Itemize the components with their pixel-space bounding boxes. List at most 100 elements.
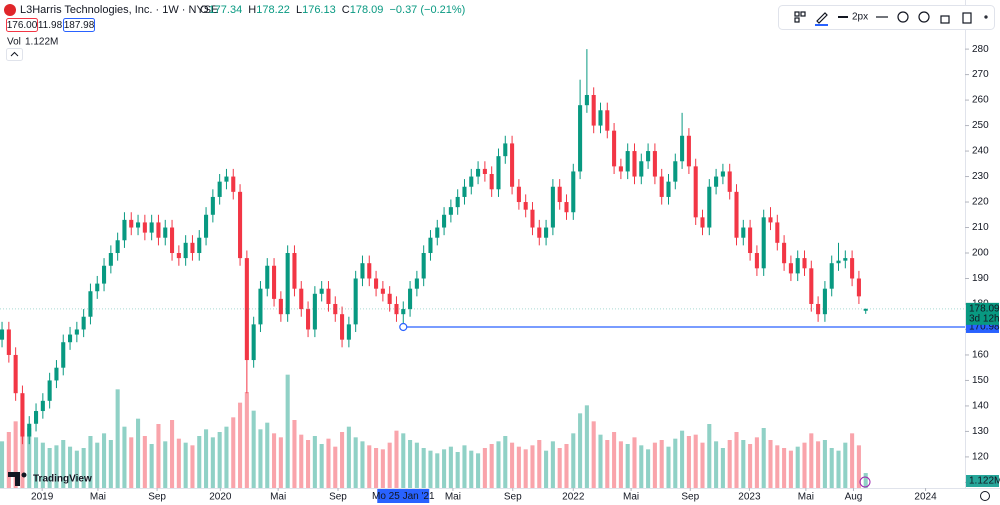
candle-body xyxy=(734,191,739,238)
candle-body xyxy=(578,105,583,172)
volume-bar xyxy=(843,442,848,488)
volume-bar xyxy=(163,441,168,488)
candle-body xyxy=(584,94,589,106)
collapse-icon xyxy=(10,51,19,57)
axis-settings[interactable] xyxy=(980,491,990,501)
candle-body xyxy=(156,222,161,238)
volume-bar xyxy=(170,420,175,488)
sell-button[interactable] xyxy=(6,18,38,32)
candle-body xyxy=(122,219,127,241)
ask-price[interactable]: 187.98 xyxy=(64,20,95,31)
volume-legend-value: 1.122M xyxy=(25,37,58,48)
volume-bar xyxy=(421,448,426,488)
volume-bar xyxy=(88,436,93,488)
y-tick-label: 270 xyxy=(972,69,989,80)
volume-bar xyxy=(108,440,113,488)
candle-body xyxy=(428,237,433,254)
y-tick-label: 200 xyxy=(972,248,989,259)
volume-bar xyxy=(326,438,331,488)
lock-icon[interactable] xyxy=(940,15,950,24)
line-width-label[interactable]: 2px xyxy=(852,12,868,23)
countdown-label: 3d 12h xyxy=(969,313,1000,324)
symbol-title[interactable]: L3Harris Technologies, Inc. · 1W · NYSE xyxy=(20,4,218,16)
volume-bar xyxy=(775,445,780,488)
candle-body xyxy=(646,151,651,162)
ray-anchor[interactable] xyxy=(399,322,408,332)
volume-bar xyxy=(285,374,290,488)
candle-body xyxy=(299,288,304,310)
last-price-box xyxy=(966,302,999,325)
collapse-button[interactable] xyxy=(6,48,23,61)
y-tick-label: 210 xyxy=(972,222,989,233)
x-tick-label: 2024 xyxy=(914,492,937,503)
candle-body xyxy=(469,176,474,187)
candle-body xyxy=(224,176,229,182)
y-tick-label: 160 xyxy=(972,350,989,361)
candle-layer xyxy=(0,49,868,445)
volume-bar xyxy=(20,410,25,488)
volume-bar xyxy=(312,436,317,488)
y-tick-label: 230 xyxy=(972,171,989,182)
volume-bar xyxy=(632,437,637,488)
delete-icon[interactable] xyxy=(962,12,972,24)
symbol-logo[interactable] xyxy=(4,4,16,16)
volume-bar xyxy=(598,434,603,488)
candle-body xyxy=(448,207,453,215)
pen-icon[interactable] xyxy=(816,12,828,24)
volume-bar xyxy=(680,430,685,488)
ohlc-legend: O177.34 H178.22 L176.13 C178.09 −0.37 (−… xyxy=(200,4,465,16)
candle-body xyxy=(142,222,147,233)
volume-bar xyxy=(13,421,18,488)
candle-body xyxy=(210,196,215,215)
candle-body xyxy=(136,222,141,228)
candle-body xyxy=(95,283,100,292)
toolbar-icon[interactable] xyxy=(794,11,800,17)
candle-body xyxy=(639,161,644,177)
volume-bar xyxy=(142,436,147,488)
volume-bar xyxy=(319,444,324,488)
candle-body xyxy=(686,135,691,167)
candle-body xyxy=(244,258,249,361)
candle-body xyxy=(380,288,385,294)
candle-body xyxy=(129,219,134,228)
volume-bar xyxy=(292,420,297,488)
volume-bar xyxy=(469,450,474,488)
volume-bar xyxy=(204,429,209,488)
candle-body xyxy=(462,186,467,197)
buy-button[interactable] xyxy=(63,18,95,32)
candle-body xyxy=(802,258,807,269)
volume-bar xyxy=(353,437,358,488)
volume-bar xyxy=(61,440,66,488)
alert-icon[interactable] xyxy=(918,11,930,23)
candle-body xyxy=(843,258,848,261)
volume-bar xyxy=(741,440,746,488)
candle-body xyxy=(238,191,243,259)
x-tick-label: 2022 xyxy=(562,492,585,503)
volume-bar xyxy=(380,449,385,488)
crosshair-time-label: Mo 25 Jan '21 xyxy=(372,491,435,502)
volume-bar xyxy=(748,444,753,488)
volume-bar xyxy=(183,442,188,488)
candle-body xyxy=(54,367,59,381)
settings-icon[interactable] xyxy=(897,11,909,23)
event-marker[interactable] xyxy=(859,476,871,488)
volume-bar xyxy=(95,442,100,488)
bid-price[interactable]: 176.00 xyxy=(7,20,38,31)
volume-bar xyxy=(251,410,256,488)
candle-body xyxy=(81,316,86,330)
y-tick-label: 150 xyxy=(972,375,989,386)
x-tick-label: Mai xyxy=(798,492,814,503)
candle-body xyxy=(530,209,535,228)
candle-body xyxy=(312,293,317,330)
candle-body xyxy=(34,411,39,424)
candle-body xyxy=(27,423,32,437)
volume-bar xyxy=(816,441,821,488)
more-icon[interactable] xyxy=(984,15,988,19)
volume-bar xyxy=(34,437,39,488)
candle-body xyxy=(319,288,324,294)
volume-bar xyxy=(673,438,678,488)
ray-price-label: 170.98 xyxy=(969,322,1000,333)
volume-bar xyxy=(714,441,719,488)
candle-body xyxy=(360,263,365,279)
candle-body xyxy=(850,258,855,279)
